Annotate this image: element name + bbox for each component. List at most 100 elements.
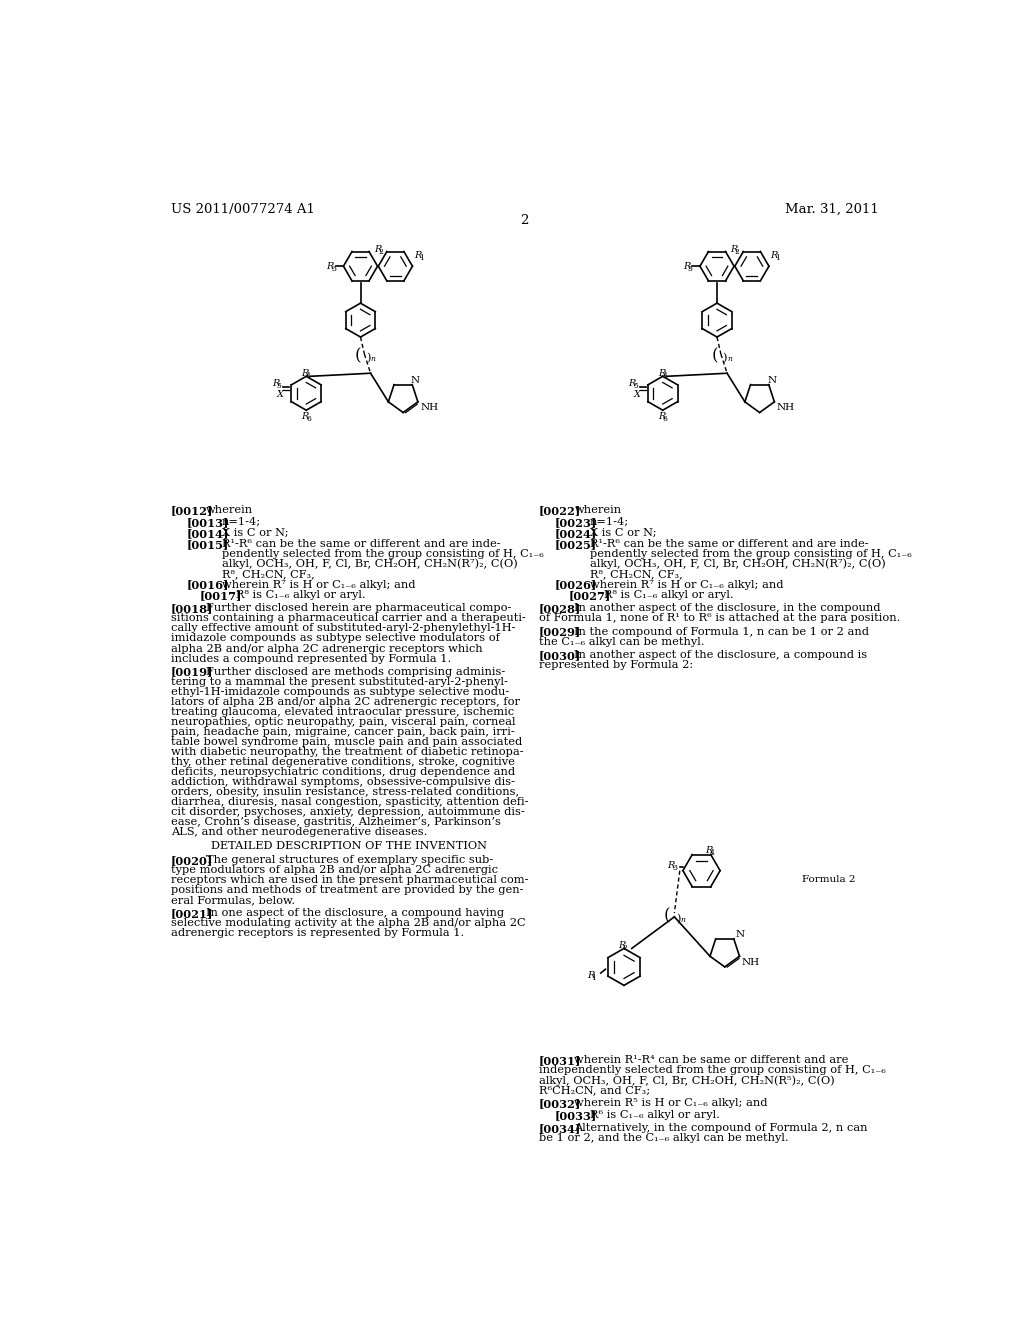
Text: ethyl-1H-imidazole compounds as subtype selective modu-: ethyl-1H-imidazole compounds as subtype …: [171, 686, 509, 697]
Text: (: (: [664, 908, 670, 924]
Text: [0031]: [0031]: [539, 1056, 582, 1067]
Text: [0014]: [0014]: [186, 528, 228, 539]
Text: thy, other retinal degenerative conditions, stroke, cognitive: thy, other retinal degenerative conditio…: [171, 756, 514, 767]
Text: 2: 2: [735, 248, 739, 256]
Text: In another aspect of the disclosure, a compound is: In another aspect of the disclosure, a c…: [574, 649, 867, 660]
Text: alpha 2B and/or alpha 2C adrenergic receptors which: alpha 2B and/or alpha 2C adrenergic rece…: [171, 644, 482, 653]
Text: 1: 1: [775, 253, 780, 261]
Text: n=1-4;: n=1-4;: [590, 517, 629, 527]
Text: alkyl, OCH₃, OH, F, Cl, Br, CH₂OH, CH₂N(R⁵)₂, C(O): alkyl, OCH₃, OH, F, Cl, Br, CH₂OH, CH₂N(…: [539, 1076, 835, 1086]
Text: R⁸, CH₂CN, CF₃,: R⁸, CH₂CN, CF₃,: [222, 569, 314, 578]
Text: cit disorder, psychoses, anxiety, depression, autoimmune dis-: cit disorder, psychoses, anxiety, depres…: [171, 807, 524, 817]
Text: n: n: [727, 355, 732, 363]
Text: In one aspect of the disclosure, a compound having: In one aspect of the disclosure, a compo…: [206, 908, 505, 919]
Text: selective modulating activity at the alpha 2B and/or alpha 2C: selective modulating activity at the alp…: [171, 919, 525, 928]
Text: X is C or N;: X is C or N;: [590, 528, 656, 539]
Text: represented by Formula 2:: represented by Formula 2:: [539, 660, 693, 669]
Text: [0024]: [0024]: [554, 528, 597, 539]
Text: R¹-R⁶ can be the same or different and are inde-: R¹-R⁶ can be the same or different and a…: [222, 539, 501, 549]
Text: [0022]: [0022]: [539, 506, 581, 516]
Text: In the compound of Formula 1, n can be 1 or 2 and: In the compound of Formula 1, n can be 1…: [574, 627, 869, 636]
Text: neuropathies, optic neuropathy, pain, visceral pain, corneal: neuropathies, optic neuropathy, pain, vi…: [171, 717, 515, 726]
Text: [0030]: [0030]: [539, 649, 581, 661]
Text: DETAILED DESCRIPTION OF THE INVENTION: DETAILED DESCRIPTION OF THE INVENTION: [211, 841, 486, 851]
Text: R: R: [658, 412, 666, 421]
Text: (: (: [355, 348, 361, 364]
Text: R: R: [414, 251, 421, 260]
Text: 2: 2: [378, 248, 383, 256]
Text: of Formula 1, none of R¹ to R⁶ is attached at the para position.: of Formula 1, none of R¹ to R⁶ is attach…: [539, 614, 900, 623]
Text: addiction, withdrawal symptoms, obsessive-compulsive dis-: addiction, withdrawal symptoms, obsessiv…: [171, 776, 515, 787]
Text: [0021]: [0021]: [171, 908, 213, 919]
Text: 4: 4: [306, 372, 311, 380]
Text: with diabetic neuropathy, the treatment of diabetic retinopa-: with diabetic neuropathy, the treatment …: [171, 747, 523, 756]
Text: NH: NH: [420, 404, 438, 412]
Text: [0026]: [0026]: [554, 579, 597, 590]
Text: ): ): [722, 352, 727, 363]
Text: R⁸ is C₁₋₆ alkyl or aryl.: R⁸ is C₁₋₆ alkyl or aryl.: [236, 590, 366, 601]
Text: treating glaucoma, elevated intraocular pressure, ischemic: treating glaucoma, elevated intraocular …: [171, 706, 514, 717]
Text: tering to a mammal the present substituted-aryl-2-phenyl-: tering to a mammal the present substitut…: [171, 677, 508, 686]
Text: R: R: [706, 846, 713, 855]
Text: In another aspect of the disclosure, in the compound: In another aspect of the disclosure, in …: [574, 603, 881, 614]
Text: deficits, neuropsychiatric conditions, drug dependence and: deficits, neuropsychiatric conditions, d…: [171, 767, 515, 776]
Text: lators of alpha 2B and/or alpha 2C adrenergic receptors, for: lators of alpha 2B and/or alpha 2C adren…: [171, 697, 519, 706]
Text: 1: 1: [419, 253, 424, 261]
Text: 6: 6: [663, 414, 668, 422]
Text: Further disclosed herein are pharmaceutical compo-: Further disclosed herein are pharmaceuti…: [206, 603, 512, 614]
Text: receptors which are used in the present pharmaceutical com-: receptors which are used in the present …: [171, 875, 528, 886]
Text: R: R: [617, 941, 626, 949]
Text: [0023]: [0023]: [554, 517, 597, 528]
Text: R: R: [374, 244, 381, 253]
Text: 6: 6: [306, 414, 311, 422]
Text: R: R: [730, 244, 737, 253]
Text: wherein: wherein: [574, 506, 622, 515]
Text: orders, obesity, insulin resistance, stress-related conditions,: orders, obesity, insulin resistance, str…: [171, 787, 519, 797]
Text: R: R: [272, 379, 280, 388]
Text: [0020]: [0020]: [171, 855, 213, 866]
Text: R: R: [668, 862, 675, 870]
Text: NH: NH: [776, 404, 795, 412]
Text: 3: 3: [331, 264, 336, 273]
Text: R: R: [770, 251, 778, 260]
Text: R: R: [629, 379, 636, 388]
Text: (: (: [712, 348, 718, 364]
Text: R⁶CH₂CN, and CF₃;: R⁶CH₂CN, and CF₃;: [539, 1085, 650, 1096]
Text: independently selected from the group consisting of H, C₁₋₆: independently selected from the group co…: [539, 1065, 886, 1076]
Text: [0019]: [0019]: [171, 667, 213, 677]
Text: 2: 2: [520, 214, 529, 227]
Text: n=1-4;: n=1-4;: [222, 517, 261, 527]
Text: [0033]: [0033]: [554, 1110, 597, 1121]
Text: 3: 3: [687, 264, 692, 273]
Text: R⁶ is C₁₋₆ alkyl or aryl.: R⁶ is C₁₋₆ alkyl or aryl.: [590, 1110, 720, 1121]
Text: The general structures of exemplary specific sub-: The general structures of exemplary spec…: [206, 855, 494, 865]
Text: 5: 5: [633, 383, 638, 391]
Text: alkyl, OCH₃, OH, F, Cl, Br, CH₂OH, CH₂N(R⁷)₂, C(O): alkyl, OCH₃, OH, F, Cl, Br, CH₂OH, CH₂N(…: [590, 558, 886, 569]
Text: R⁸ is C₁₋₆ alkyl or aryl.: R⁸ is C₁₋₆ alkyl or aryl.: [604, 590, 733, 601]
Text: 5: 5: [276, 383, 282, 391]
Text: ): ): [676, 913, 680, 924]
Text: Formula 2: Formula 2: [802, 874, 856, 883]
Text: adrenergic receptors is represented by Formula 1.: adrenergic receptors is represented by F…: [171, 928, 464, 939]
Text: X: X: [276, 391, 284, 399]
Text: [0017]: [0017]: [200, 590, 243, 602]
Text: Mar. 31, 2011: Mar. 31, 2011: [785, 203, 879, 216]
Text: pendently selected from the group consisting of H, C₁₋₆: pendently selected from the group consis…: [222, 549, 544, 558]
Text: X is C or N;: X is C or N;: [222, 528, 289, 539]
Text: [0012]: [0012]: [171, 506, 213, 516]
Text: ALS, and other neurodegenerative diseases.: ALS, and other neurodegenerative disease…: [171, 826, 427, 837]
Text: [0028]: [0028]: [539, 603, 581, 615]
Text: Further disclosed are methods comprising adminis-: Further disclosed are methods comprising…: [206, 667, 506, 677]
Text: n: n: [371, 355, 376, 363]
Text: R¹-R⁶ can be the same or different and are inde-: R¹-R⁶ can be the same or different and a…: [590, 539, 868, 549]
Text: wherein R¹-R⁴ can be same or different and are: wherein R¹-R⁴ can be same or different a…: [574, 1056, 849, 1065]
Text: [0032]: [0032]: [539, 1098, 581, 1109]
Text: pain, headache pain, migraine, cancer pain, back pain, irri-: pain, headache pain, migraine, cancer pa…: [171, 726, 514, 737]
Text: eral Formulas, below.: eral Formulas, below.: [171, 895, 295, 906]
Text: N: N: [735, 929, 744, 939]
Text: [0018]: [0018]: [171, 603, 213, 615]
Text: US 2011/0077274 A1: US 2011/0077274 A1: [171, 203, 314, 216]
Text: R: R: [327, 261, 334, 271]
Text: wherein R⁵ is H or C₁₋₆ alkyl; and: wherein R⁵ is H or C₁₋₆ alkyl; and: [574, 1098, 768, 1107]
Text: positions and methods of treatment are provided by the gen-: positions and methods of treatment are p…: [171, 886, 523, 895]
